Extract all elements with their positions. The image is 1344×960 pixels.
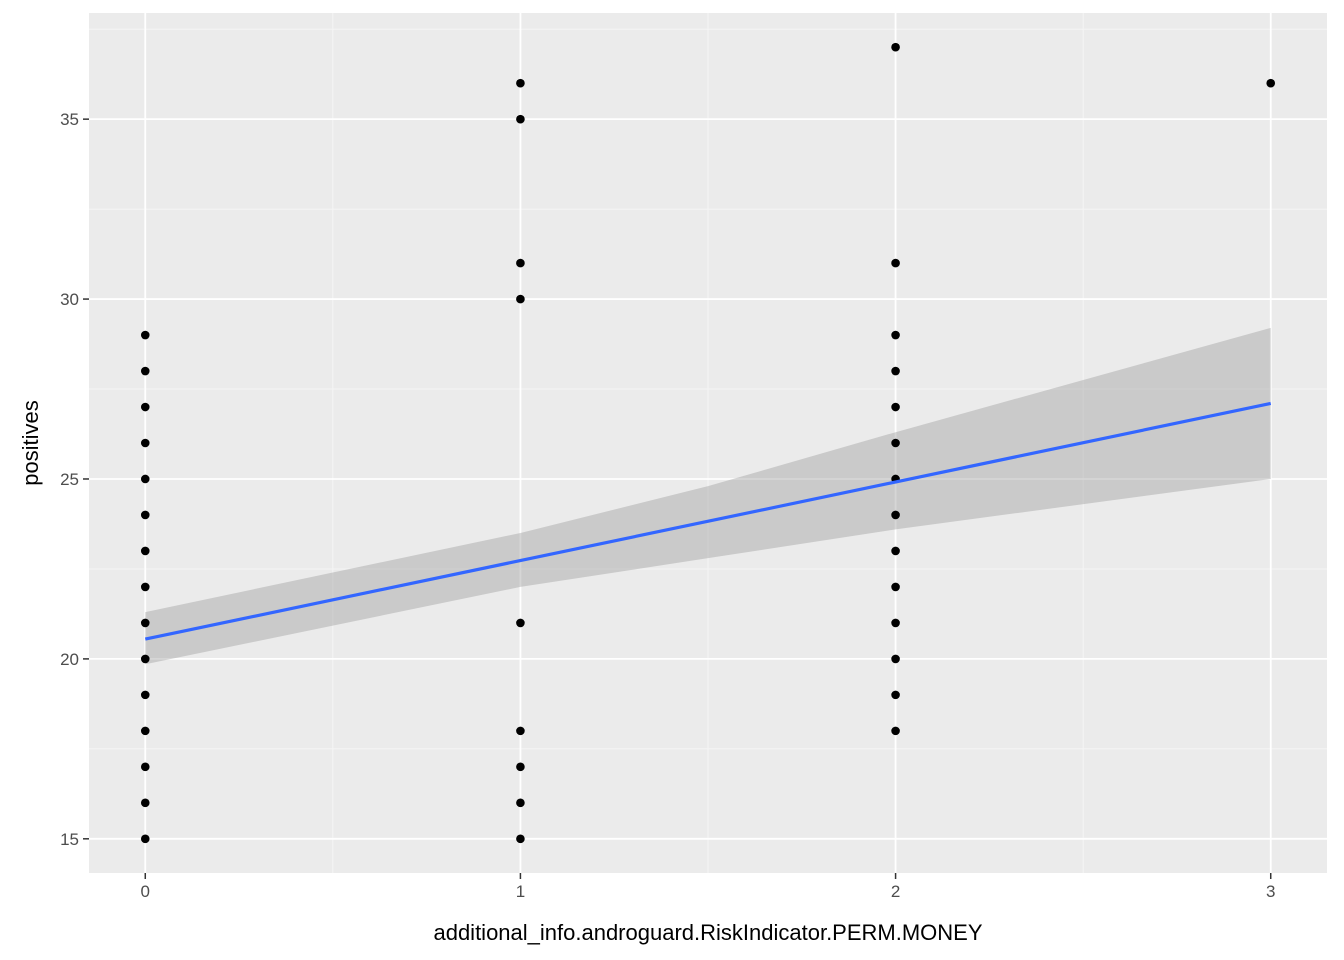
data-point	[891, 546, 900, 556]
data-point	[516, 294, 525, 304]
y-tick-label: 35	[60, 110, 79, 129]
data-point	[891, 690, 900, 700]
data-point	[140, 762, 150, 772]
data-point	[516, 798, 525, 808]
data-point	[140, 546, 150, 556]
data-point	[1266, 78, 1276, 88]
x-tick-label: 3	[1266, 882, 1275, 901]
data-point	[140, 438, 150, 448]
fit-line	[144, 401, 1272, 641]
x-tick-label: 2	[891, 882, 900, 901]
data-point	[140, 474, 150, 484]
x-tick-label: 1	[516, 882, 525, 901]
data-point	[891, 330, 900, 340]
data-point	[516, 762, 525, 772]
data-point	[891, 366, 900, 376]
data-point	[140, 330, 150, 340]
data-point	[891, 402, 900, 412]
data-point	[891, 258, 900, 268]
data-point	[516, 78, 525, 88]
y-tick-label: 25	[60, 470, 79, 489]
data-point	[516, 726, 525, 736]
data-points	[140, 42, 1276, 844]
data-point	[140, 654, 150, 664]
data-point	[140, 402, 150, 412]
x-tick-label: 0	[141, 882, 150, 901]
data-point	[140, 834, 150, 844]
y-tick-label: 15	[60, 830, 79, 849]
data-point	[140, 510, 150, 520]
data-point	[140, 726, 150, 736]
data-point	[891, 654, 900, 664]
data-point	[891, 510, 900, 520]
y-axis-ticks: 15 20 25 30 35	[60, 110, 89, 849]
data-point	[891, 42, 900, 52]
data-point	[891, 438, 900, 448]
data-point	[140, 366, 150, 376]
data-point	[140, 798, 150, 808]
data-point	[140, 618, 150, 628]
y-axis-title: positives	[18, 400, 43, 486]
data-point	[516, 618, 525, 628]
data-point	[891, 618, 900, 628]
data-point	[891, 582, 900, 592]
data-point	[516, 114, 525, 124]
x-axis-title: additional_info.androguard.RiskIndicator…	[433, 920, 982, 945]
y-tick-label: 30	[60, 290, 79, 309]
data-point	[140, 582, 150, 592]
data-point	[140, 690, 150, 700]
y-tick-label: 20	[60, 650, 79, 669]
x-axis-ticks: 0 1 2 3	[141, 873, 1275, 901]
data-point	[516, 834, 525, 844]
data-point	[891, 726, 900, 736]
data-point	[516, 258, 525, 268]
